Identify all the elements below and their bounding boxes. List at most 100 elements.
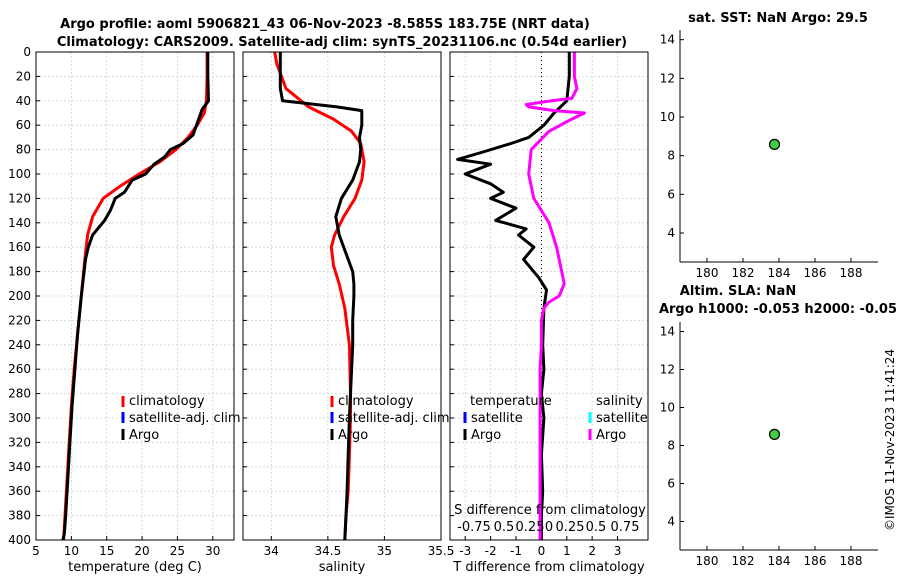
legend-climatology-label: climatology [338, 394, 414, 409]
legend-satellite-adj-label: satellite-adj. clim [129, 411, 241, 426]
s-difference-tick-label: 0.5 [586, 520, 607, 535]
depth-tick-label: 100 [8, 167, 31, 181]
sst_map-ytick-label: 8 [667, 149, 675, 163]
sst_map-xtick-label: 180 [696, 266, 719, 280]
temperature-series-argo [61, 52, 210, 541]
legend-argo-label: Argo [129, 428, 159, 443]
depth-tick-label: 240 [8, 338, 31, 352]
sst_map-argo-position-marker [768, 138, 781, 150]
difference-xtick-label: -3 [459, 544, 471, 558]
salinity-xlabel: salinity [319, 560, 366, 575]
depth-tick-label: 260 [8, 362, 31, 376]
depth-tick-label: 20 [16, 69, 31, 83]
temperature-xlabel: temperature (deg C) [68, 560, 202, 575]
depth-tick-label: 220 [8, 313, 31, 327]
sst_map-xtick-label: 186 [804, 266, 827, 280]
sla_map-ytick-label: 8 [667, 439, 675, 453]
sla_map-ytick-label: 10 [660, 401, 675, 415]
legend-salinity-head: salinity [596, 394, 643, 409]
temperature-xtick-label: 5 [32, 544, 40, 558]
depth-tick-label: 160 [8, 240, 31, 254]
difference-xlabel: T difference from climatology [452, 560, 645, 575]
s-difference-tick-label: 0.25 [556, 520, 585, 535]
sst-panel-title: sat. SST: NaN Argo: 29.5 [688, 11, 868, 26]
legend-temperature-head: temperature [470, 394, 552, 409]
sla_map-xtick-label: 180 [696, 554, 719, 568]
depth-tick-label: 0 [23, 45, 31, 59]
s-difference-tick-label: -0.75 [457, 520, 491, 535]
sla_map-xtick-label: 182 [732, 554, 755, 568]
sla_map-xtick-label: 188 [840, 554, 863, 568]
sla_map-argo-position-marker [768, 428, 781, 440]
difference-xtick-label: 1 [563, 544, 571, 558]
depth-tick-label: 400 [8, 533, 31, 547]
s-difference-tick-label: 0 [545, 520, 553, 535]
sst_map-ytick-label: 6 [667, 187, 675, 201]
legend-sal-satellite-label: satellite [596, 411, 648, 426]
s-difference-axis-label: S difference from climatology [454, 503, 646, 518]
sst_map-ytick-label: 10 [660, 110, 675, 124]
legend-sal-argo-label: Argo [596, 428, 626, 443]
salinity-xtick-label: 35.5 [428, 544, 455, 558]
legend-climatology-label: climatology [129, 394, 205, 409]
depth-tick-label: 180 [8, 265, 31, 279]
difference-xtick-label: 3 [614, 544, 622, 558]
temperature-xtick-label: 20 [134, 544, 149, 558]
sla-panel-title-line2: Argo h1000: -0.053 h2000: -0.05 [659, 302, 897, 317]
salinity-axes-frame [242, 51, 442, 541]
sst_map-xtick-label: 184 [768, 266, 791, 280]
sla_map-ytick-label: 14 [660, 325, 675, 339]
difference-xtick-label: 2 [588, 544, 596, 558]
depth-tick-label: 340 [8, 460, 31, 474]
difference-legend: temperature satellite Argo salinity sate… [463, 394, 648, 443]
depth-tick-label: 60 [16, 118, 31, 132]
sla-panel-title-line1: Altim. SLA: NaN [680, 284, 796, 299]
sst_map-ytick-label: 12 [660, 71, 675, 85]
salinity-xtick-label: 34.5 [314, 544, 341, 558]
sst_map-xtick-label: 182 [732, 266, 755, 280]
figure-title-line1: Argo profile: aoml 5906821_43 06-Nov-202… [60, 17, 590, 32]
temperature-xtick-label: 30 [205, 544, 220, 558]
depth-tick-label: 280 [8, 387, 31, 401]
temperature-xtick-label: 15 [99, 544, 114, 558]
difference-xtick-label: 0 [538, 544, 546, 558]
sst_map-ytick-label: 4 [667, 226, 675, 240]
s-difference-tick-label: 0.75 [611, 520, 640, 535]
sla_map-xtick-label: 184 [768, 554, 791, 568]
legend-temp-argo-label: Argo [471, 428, 501, 443]
sst_map-xtick-label: 188 [840, 266, 863, 280]
imos-watermark: ©IMOS 11-Nov-2023 11:41:24 [883, 349, 897, 531]
temperature-xtick-label: 10 [64, 544, 79, 558]
figure-title-line2: Climatology: CARS2009. Satellite-adj cli… [57, 35, 627, 50]
depth-tick-label: 320 [8, 435, 31, 449]
sst_map-ytick-label: 14 [660, 33, 675, 47]
salinity-series-argo [278, 52, 364, 541]
depth-tick-label: 360 [8, 484, 31, 498]
depth-tick-label: 380 [8, 509, 31, 523]
legend-argo-label: Argo [338, 428, 368, 443]
sla_map-ytick-label: 4 [667, 515, 675, 529]
temperature-legend: climatology satellite-adj. clim Argo [121, 394, 241, 443]
depth-tick-label: 40 [16, 94, 31, 108]
sla_map-ytick-label: 6 [667, 477, 675, 491]
difference-xtick-label: -2 [485, 544, 497, 558]
difference-xtick-label: -1 [510, 544, 522, 558]
sla_map-xtick-label: 186 [804, 554, 827, 568]
depth-tick-label: 140 [8, 216, 31, 230]
salinity-legend: climatology satellite-adj. clim Argo [330, 394, 450, 443]
s-difference-tick-label: 0.5 [494, 520, 515, 535]
salinity-xtick-label: 35 [377, 544, 392, 558]
salinity-xtick-label: 34 [264, 544, 279, 558]
difference-axes-frame [449, 51, 649, 541]
temperature-axes-frame [35, 51, 235, 541]
legend-temp-satellite-label: satellite [471, 411, 523, 426]
difference-series-salinity-argo [524, 52, 586, 540]
depth-tick-label: 80 [16, 143, 31, 157]
depth-tick-label: 200 [8, 289, 31, 303]
sla_map-ytick-label: 12 [660, 363, 675, 377]
depth-tick-label: 120 [8, 191, 31, 205]
s-difference-tick-label: 0.25 [516, 520, 545, 535]
temperature-xtick-label: 25 [170, 544, 185, 558]
legend-satellite-adj-label: satellite-adj. clim [338, 411, 450, 426]
